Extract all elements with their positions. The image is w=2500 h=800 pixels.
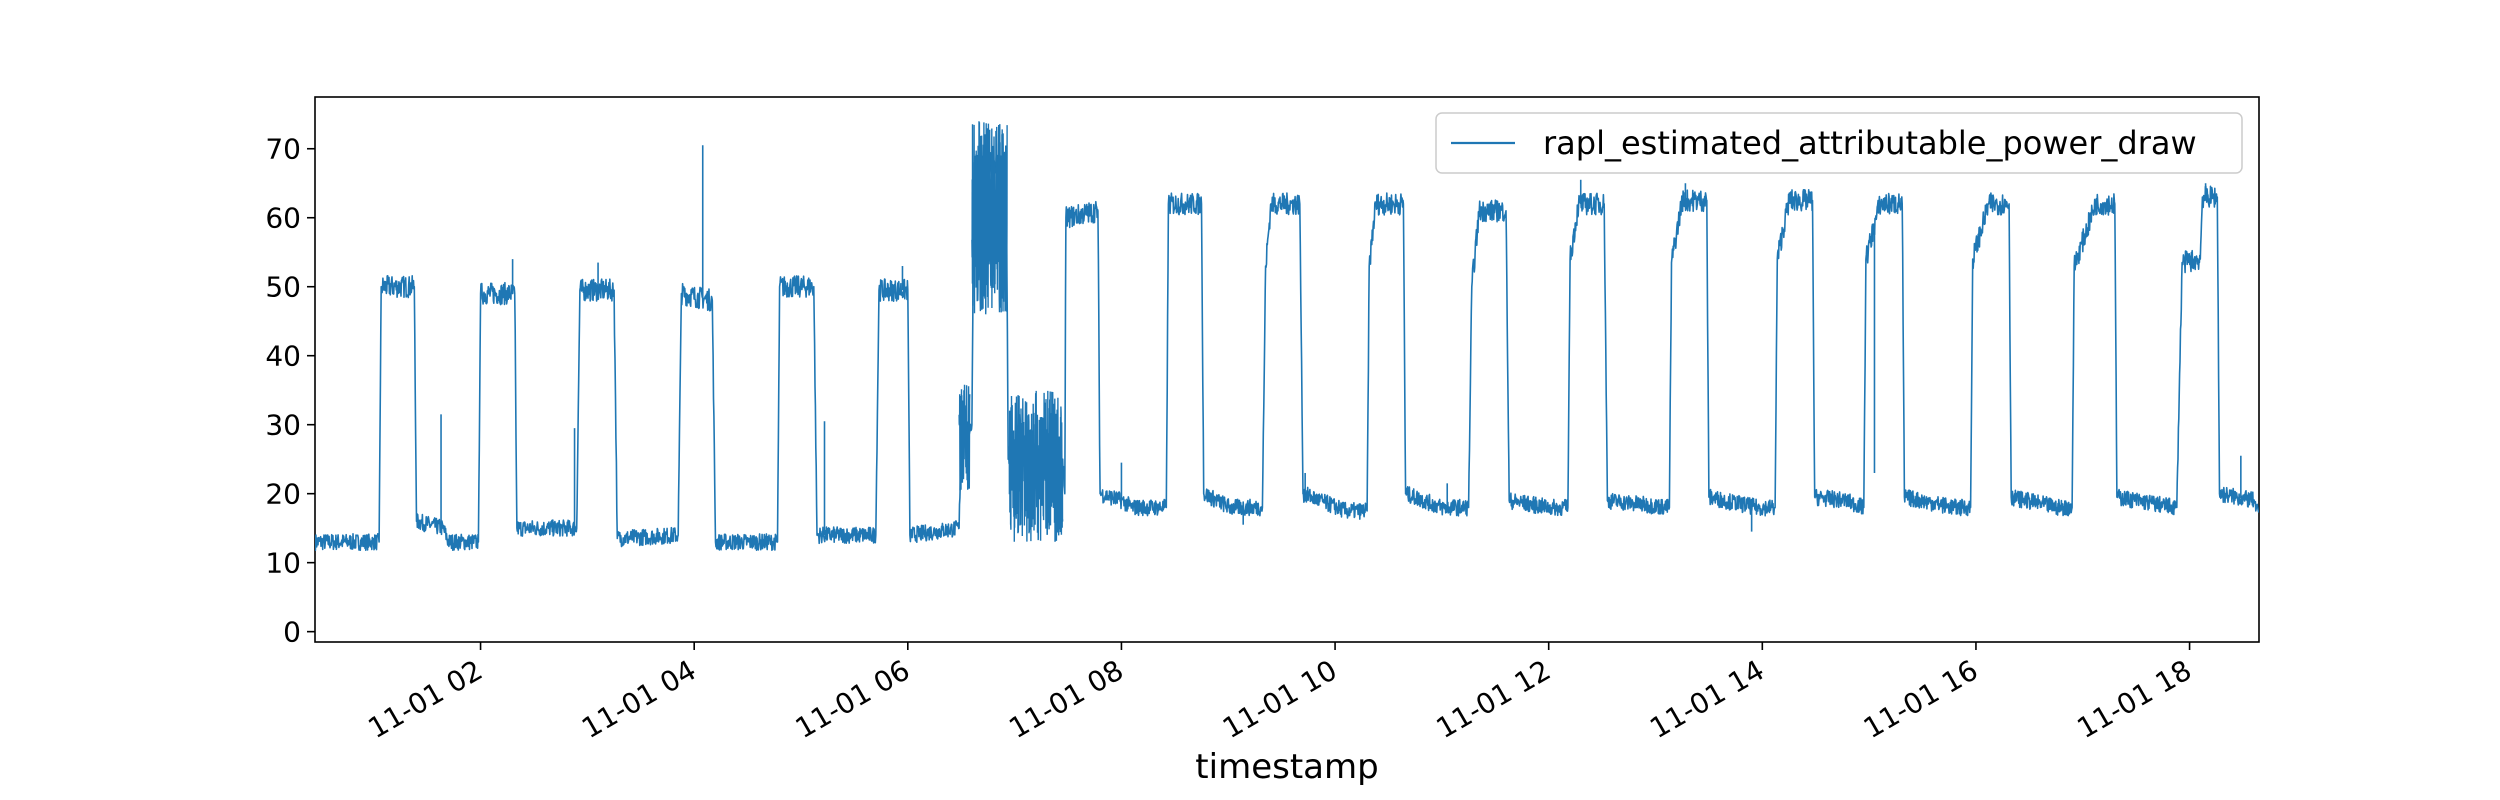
x-axis-title: timestamp [1195,747,1378,787]
legend-label: rapl_estimated_attributable_power_draw [1543,124,2197,162]
x-tick-label: 11-01 12 [1431,653,1557,745]
x-tick-label: 11-01 08 [1003,653,1129,745]
x-tick-label: 11-01 14 [1644,653,1770,745]
x-tick-label: 11-01 04 [576,653,702,745]
y-tick-label: 30 [265,409,301,442]
legend: rapl_estimated_attributable_power_draw [1435,112,2243,174]
x-tick-label: 11-01 02 [363,653,489,745]
series-dense-segment [971,121,1008,315]
y-tick-label: 0 [283,616,301,649]
legend-box [1435,112,2243,174]
plot-area [314,96,2260,643]
y-tick-label: 70 [265,133,301,166]
y-tick-label: 60 [265,202,301,235]
x-tick-label: 11-01 06 [790,653,916,745]
y-tick-label: 20 [265,478,301,511]
x-axis: 11-01 02 11-01 04 11-01 06 11-01 08 11-01 10… [363,642,2198,745]
x-tick-label: 11-01 18 [2072,653,2198,745]
y-axis: 0 10 20 30 40 50 60 70 [265,133,315,649]
series-layer [315,121,2259,551]
x-tick-label: 11-01 16 [1858,653,1984,745]
series-dense-segment [1008,390,1064,542]
series-dense-segment [958,384,971,491]
y-tick-label: 40 [265,340,301,373]
x-tick-label: 11-01 10 [1217,653,1343,745]
y-tick-label: 10 [265,547,301,580]
y-tick-label: 50 [265,271,301,304]
series-line [315,151,2259,551]
